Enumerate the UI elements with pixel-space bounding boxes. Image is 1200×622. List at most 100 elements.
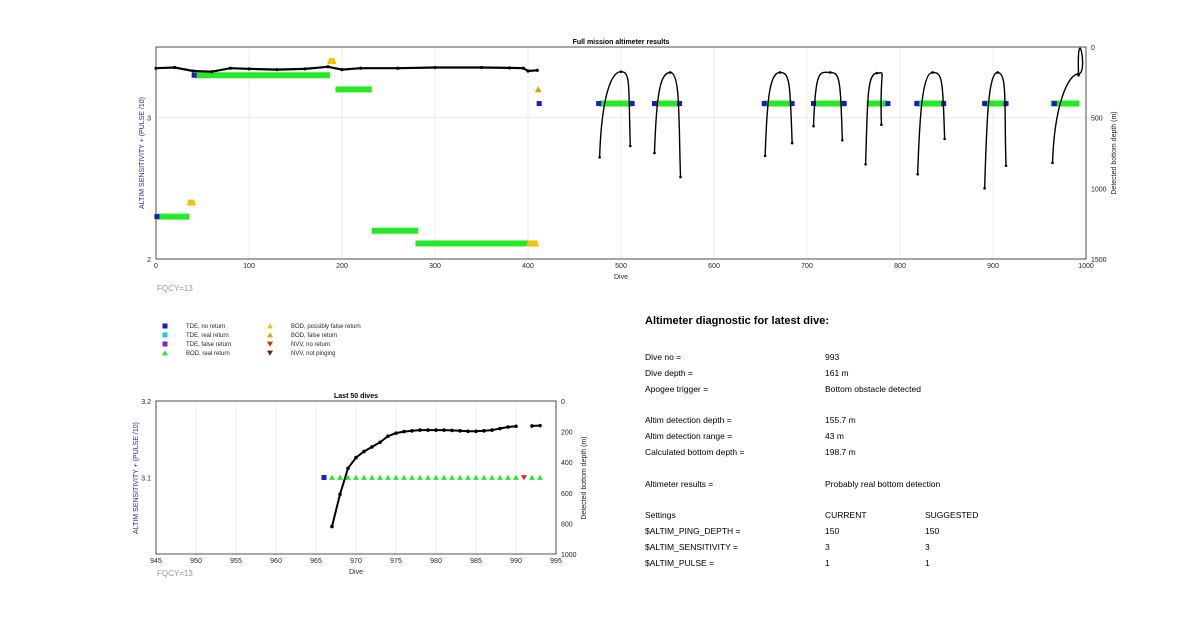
bod-possibly-false-marker <box>526 240 540 247</box>
depth-point <box>490 428 494 432</box>
depth-point <box>210 70 214 74</box>
bod-real-marker <box>385 474 391 480</box>
depth-point <box>841 138 844 142</box>
x-tick-label: 100 <box>243 263 255 270</box>
full-mission-title: Full mission altimeter results <box>573 39 670 46</box>
tde-no-return-marker <box>596 101 602 107</box>
depth-point <box>173 65 177 70</box>
last50-xlabel: Dive <box>349 569 363 576</box>
full-mission-xlabel: Dive <box>614 274 628 281</box>
bod-real-marker <box>156 213 190 220</box>
settings-value: 150 <box>825 526 840 536</box>
depth-point <box>402 429 406 434</box>
bod-real-marker <box>489 474 495 480</box>
depth-point <box>526 69 530 73</box>
bod-real-marker <box>473 474 479 480</box>
tde-no-return-marker <box>841 101 847 107</box>
x-tick-label: 970 <box>350 558 362 565</box>
bod-real-marker <box>763 100 793 107</box>
depth-point <box>346 466 350 471</box>
tde-no-return-marker <box>885 101 891 107</box>
bod-real-marker <box>371 227 419 234</box>
depth-point <box>763 154 767 158</box>
bod-real-marker <box>401 474 407 480</box>
bod-real-marker <box>369 474 375 480</box>
settings-value: 3 <box>825 542 830 552</box>
bod-real-marker <box>915 100 945 107</box>
bod-real-marker <box>361 474 367 480</box>
depth-point <box>362 449 366 454</box>
x-tick-label: 700 <box>801 263 813 270</box>
y-left-tick-label: 3 <box>147 116 151 123</box>
depth-point <box>426 428 430 432</box>
bod-real-marker <box>417 474 423 480</box>
depth-point <box>535 68 539 72</box>
last50-ylabel-right: Detected bottom depth (m) <box>581 436 588 519</box>
depth-point <box>479 65 484 70</box>
depth-point <box>864 163 867 166</box>
tde-no-return-marker <box>789 101 795 107</box>
x-tick-label: 995 <box>550 558 562 565</box>
depth-point <box>812 124 815 128</box>
y-left-tick-label: 2 <box>147 257 151 264</box>
depth-point <box>275 68 279 72</box>
x-tick-label: 1000 <box>1078 263 1094 270</box>
x-tick-label: 955 <box>230 558 242 565</box>
depth-point <box>916 172 919 176</box>
depth-point <box>598 155 601 159</box>
legend-marker <box>267 323 273 329</box>
x-tick-label: 800 <box>894 263 906 270</box>
tde-no-return-marker <box>811 101 817 107</box>
bod-real-marker <box>415 240 538 247</box>
settings-value: 1 <box>825 558 830 568</box>
bod-real-marker <box>866 100 887 107</box>
depth-point <box>996 71 999 74</box>
x-tick-label: 600 <box>708 263 720 270</box>
x-tick-label: 200 <box>336 263 348 270</box>
bod-real-marker <box>529 474 535 480</box>
diagnostic-value: 993 <box>825 352 840 362</box>
tde-no-return-marker <box>1051 101 1057 107</box>
legend-label: TDE, false return <box>186 342 231 348</box>
bod-real-marker <box>537 474 543 480</box>
diagnostic-value: 198.7 m <box>825 447 856 457</box>
bod-real-marker <box>983 100 1007 107</box>
x-tick-label: 300 <box>429 263 441 270</box>
tde-no-return-marker <box>761 101 767 107</box>
diagnostic-value: Probably real bottom detection <box>825 479 941 489</box>
bod-real-marker <box>457 474 463 480</box>
depth-point <box>330 524 334 529</box>
x-tick-label: 980 <box>430 558 442 565</box>
depth-point <box>778 71 782 74</box>
nvv-no-return-marker <box>521 475 527 481</box>
legend-marker <box>162 332 168 338</box>
bod-real-marker <box>393 474 399 480</box>
y-right-tick-label: 400 <box>561 460 573 467</box>
depth-point <box>247 67 251 71</box>
depth-point <box>359 66 363 70</box>
settings-header: CURRENT <box>825 510 867 520</box>
tde-no-return-marker <box>677 101 683 107</box>
full-mission-ylabel-right: Detected bottom depth (m) <box>1111 111 1118 194</box>
diagnostic-value: 155.7 m <box>825 415 856 425</box>
y-right-tick-label: 1500 <box>1091 257 1107 264</box>
last50-title: Last 50 dives <box>334 393 378 400</box>
legend-marker <box>267 341 273 347</box>
legend-label: TDE, no return <box>186 324 225 330</box>
depth-point <box>538 423 542 428</box>
y-right-tick-label: 1000 <box>1091 186 1107 193</box>
x-tick-label: 990 <box>510 558 522 565</box>
diagnostic-label: Altim detection range = <box>645 431 733 441</box>
diagnostic-value: 43 m <box>825 431 844 441</box>
full-mission-axes <box>155 46 1087 260</box>
full-mission-ylabel-left: ALTIM SENSITIVITY + (PULSE /10) <box>139 97 146 209</box>
diagnostic-label: Altimeter results = <box>645 479 714 489</box>
last50-plot <box>321 423 543 529</box>
legend-label: BOD, real return <box>186 351 230 357</box>
bod-real-marker <box>1050 100 1080 107</box>
bod-real-marker <box>449 474 455 480</box>
tde-no-return-marker <box>154 214 160 220</box>
full-mission-fqcy: FQCY=13 <box>157 284 193 293</box>
y-right-tick-label: 0 <box>561 399 565 406</box>
